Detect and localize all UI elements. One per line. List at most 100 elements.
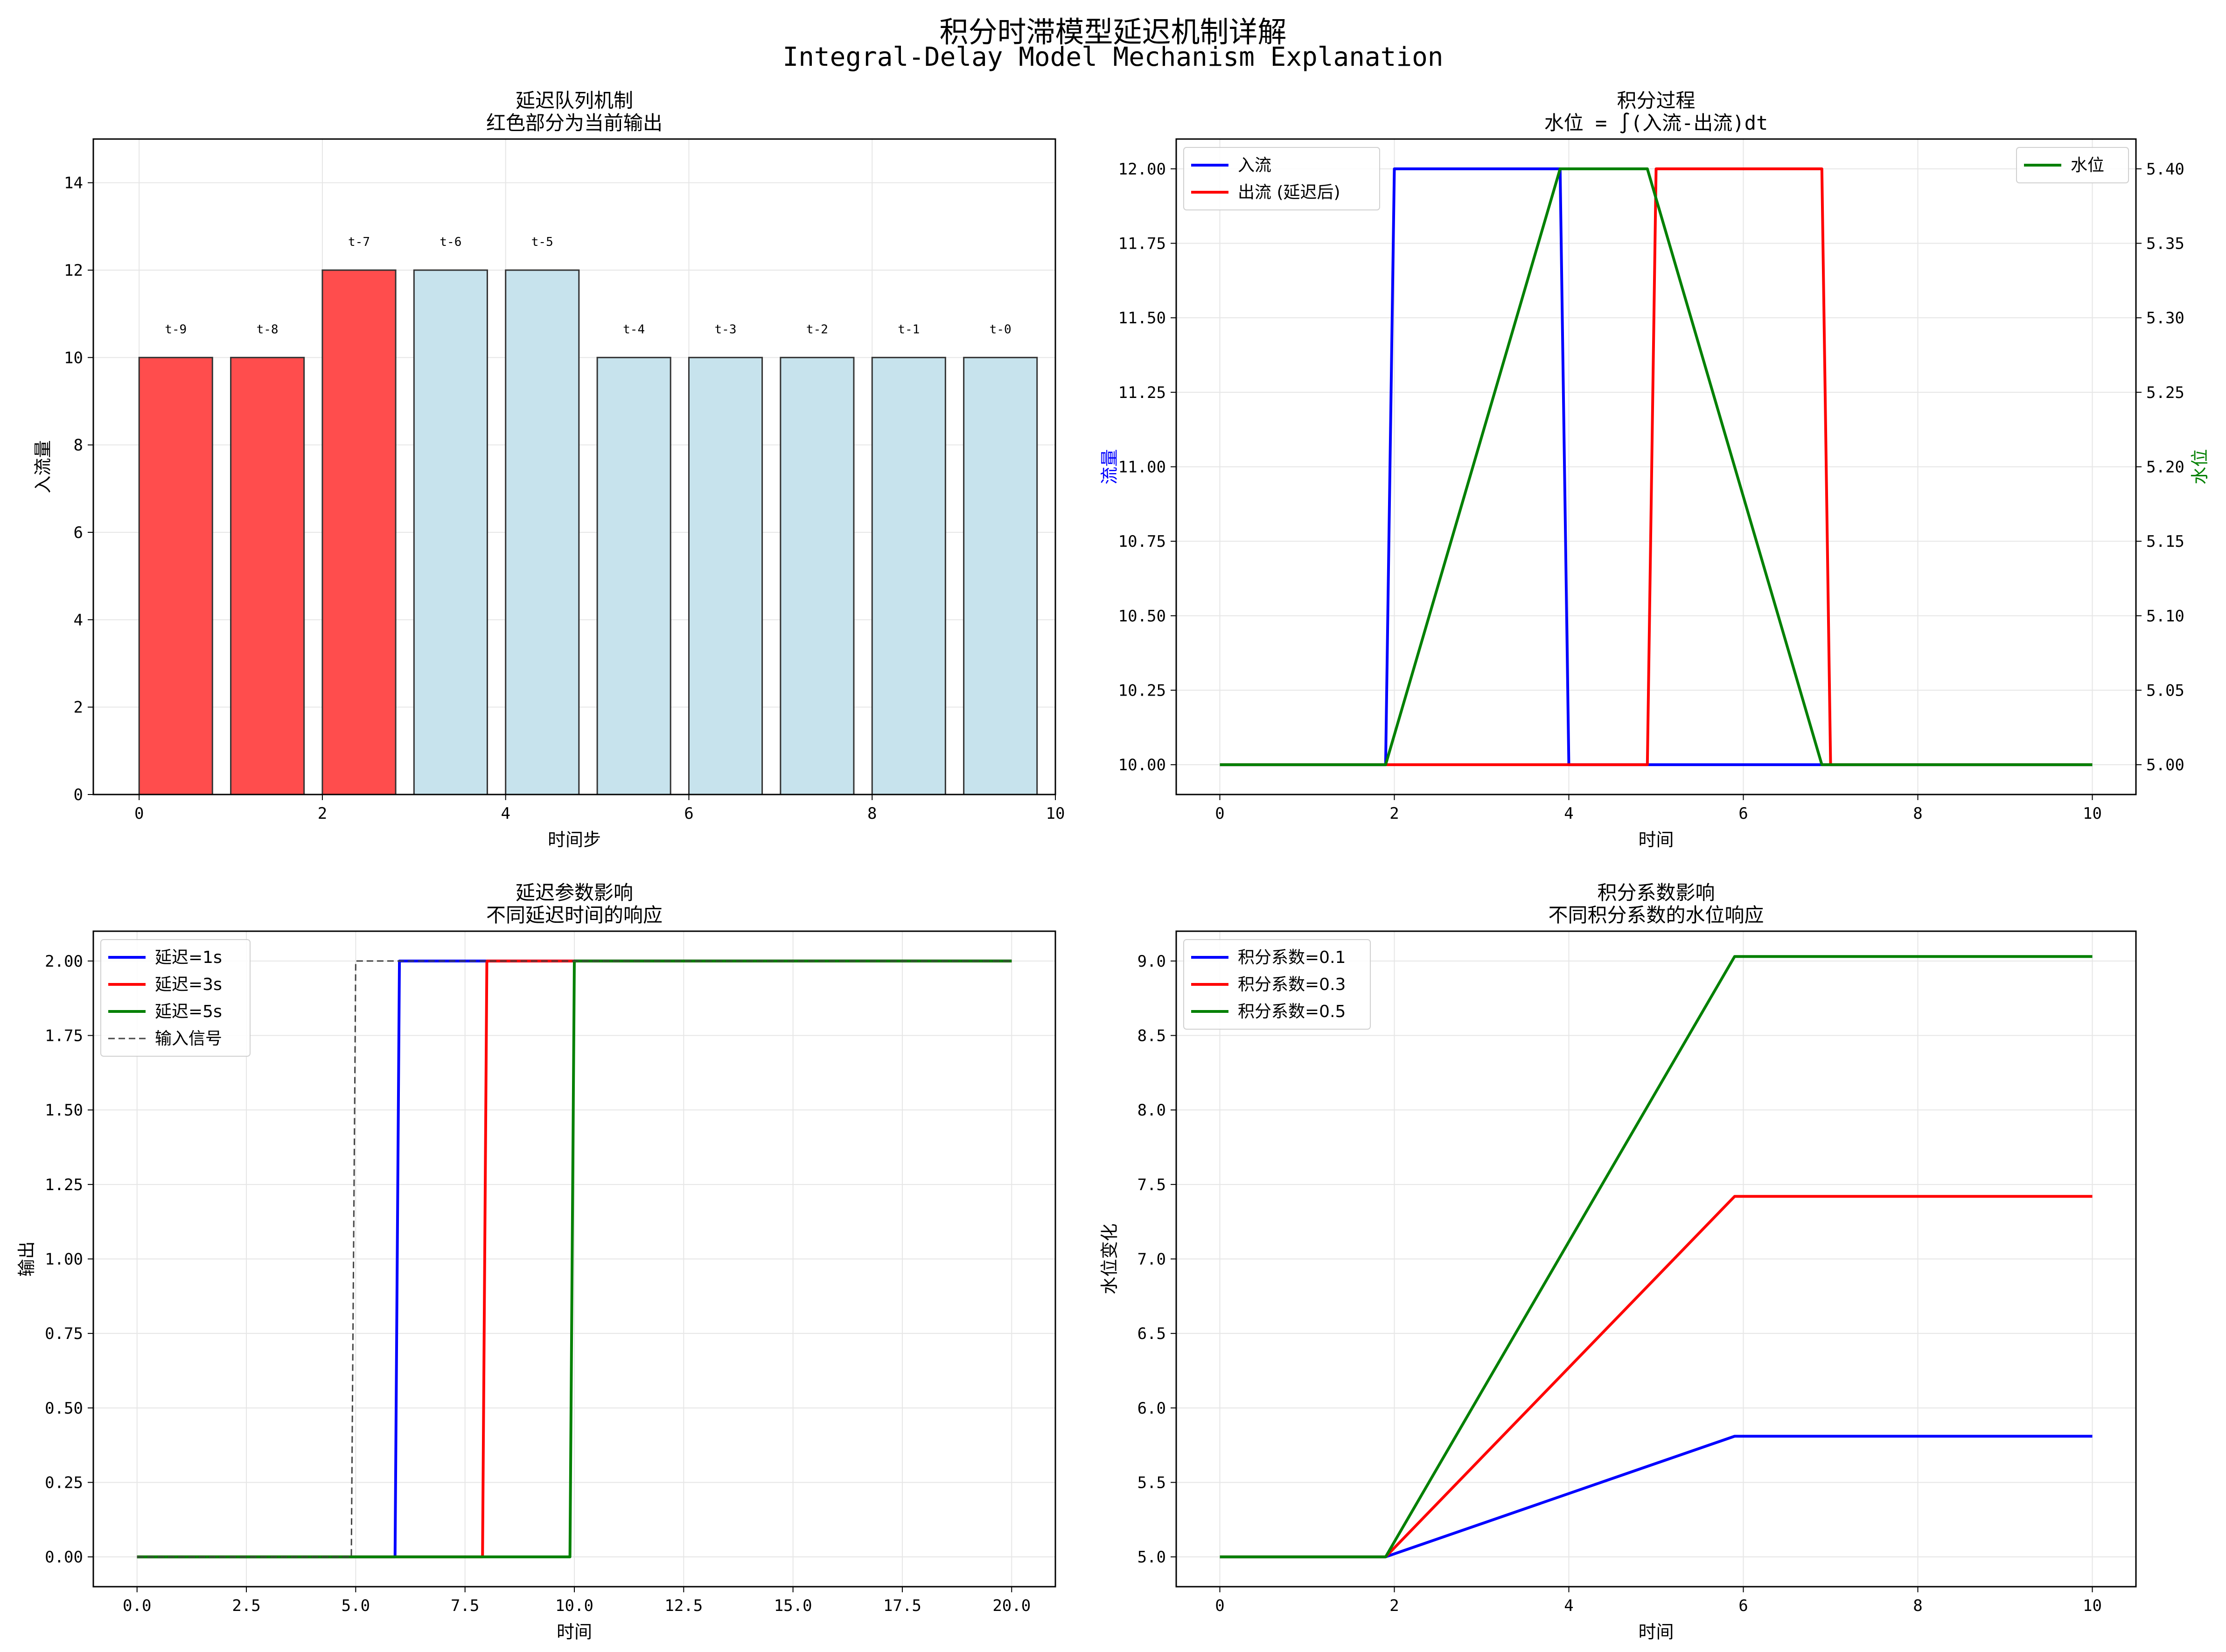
x-tick-label: 10.0	[555, 1596, 593, 1615]
y-tick-label: 5.0	[1137, 1548, 1166, 1567]
bar	[505, 269, 580, 795]
legend: 水位	[2016, 147, 2129, 183]
chart-title: 延迟参数影响	[516, 881, 633, 904]
figure-subtitle: Integral-Delay Model Mechanism Explanati…	[782, 42, 1444, 72]
plot-frame	[92, 930, 1056, 1588]
chart-title: 积分系数影响	[1597, 881, 1715, 904]
y-tick-label: 11.50	[1118, 309, 1166, 328]
chart-title: 延迟队列机制	[516, 89, 633, 112]
x-axis-label: 时间	[1638, 1622, 1674, 1642]
bar-label: t-7	[348, 235, 370, 249]
y-tick-label: 6.0	[1137, 1399, 1166, 1418]
y-tick-label: 1.75	[45, 1027, 83, 1046]
y-axis-label: 流量	[1099, 449, 1120, 484]
x-tick-label: 8	[867, 804, 877, 823]
legend-label: 出流 (延迟后)	[1238, 183, 1340, 202]
y-tick-label: 1.25	[45, 1176, 83, 1194]
legend-label: 积分系数=0.3	[1238, 975, 1346, 994]
bar-label: t-2	[806, 322, 828, 336]
x-tick-label: 4	[501, 804, 510, 823]
y-tick-label: 0.75	[45, 1324, 83, 1343]
legend-label: 积分系数=0.1	[1238, 948, 1346, 967]
plot-frame	[92, 138, 1056, 795]
x-tick-label: 12.5	[664, 1596, 703, 1615]
chart-subtitle: 不同积分系数的水位响应	[1548, 904, 1764, 927]
y-tick-label: 2	[74, 698, 83, 717]
x-axis-label: 时间	[1638, 829, 1674, 850]
y-tick-label: 11.75	[1118, 235, 1166, 253]
y-tick-label: 7.0	[1137, 1250, 1166, 1269]
x-tick-label: 2	[1389, 1596, 1399, 1615]
bar	[780, 356, 855, 795]
legend-label: 延迟=3s	[155, 975, 222, 994]
y2-tick-label: 5.30	[2146, 309, 2184, 328]
y-axis-label: 入流量	[33, 440, 53, 493]
legend-box	[100, 939, 251, 1057]
x-tick-label: 4	[1564, 1596, 1573, 1615]
plot-frame	[1175, 138, 2137, 795]
bar-label: t-8	[257, 322, 279, 336]
bar-label: t-0	[990, 322, 1012, 336]
chart-subtitle: 不同延迟时间的响应	[486, 904, 663, 927]
y-tick-label: 8.0	[1137, 1101, 1166, 1120]
legend-label: 水位	[2071, 156, 2104, 175]
x-tick-label: 2	[1389, 804, 1399, 823]
chart-subtitle: 水位 = ∫(入流-出流)dt	[1544, 112, 1768, 134]
y-tick-label: 12	[64, 261, 83, 280]
x-tick-label: 0	[1215, 1596, 1224, 1615]
y2-tick-label: 5.10	[2146, 607, 2184, 626]
series-line	[1220, 955, 2093, 1559]
x-tick-label: 6	[1738, 804, 1748, 823]
y-axis-label: 水位变化	[1099, 1223, 1120, 1294]
y-tick-label: 0.00	[45, 1548, 83, 1567]
bar	[413, 269, 488, 795]
bar-label: t-4	[623, 322, 645, 336]
x-axis-label: 时间步	[548, 829, 601, 850]
x-tick-label: 0	[134, 804, 144, 823]
legend-box	[2016, 147, 2129, 183]
x-tick-label: 17.5	[883, 1596, 921, 1615]
x-tick-label: 6	[684, 804, 693, 823]
y-axis-label: 输出	[16, 1241, 37, 1276]
bar	[321, 269, 397, 795]
bar	[963, 356, 1038, 795]
bar-label: t-3	[715, 322, 737, 336]
x-tick-label: 7.5	[451, 1596, 479, 1615]
x-tick-label: 2	[318, 804, 327, 823]
y-tick-label: 14	[64, 174, 83, 193]
legend: 积分系数=0.1 积分系数=0.3 积分系数=0.5	[1183, 939, 1371, 1030]
y-tick-label: 10.25	[1118, 681, 1166, 700]
y-tick-label: 11.25	[1118, 383, 1166, 402]
plot-frame	[1175, 930, 2137, 1588]
legend-label: 延迟=1s	[155, 948, 222, 967]
series-line	[1220, 1195, 2093, 1559]
y-tick-label: 10.50	[1118, 607, 1166, 626]
legend-box	[1183, 939, 1371, 1030]
series-line	[137, 960, 1012, 1558]
x-tick-label: 15.0	[774, 1596, 812, 1615]
y-tick-label: 1.00	[45, 1250, 83, 1269]
y-tick-label: 0.25	[45, 1473, 83, 1492]
chart-title: 积分过程	[1617, 89, 1695, 112]
x-tick-label: 20.0	[992, 1596, 1031, 1615]
x-tick-label: 4	[1564, 804, 1573, 823]
x-tick-label: 10	[2083, 804, 2102, 823]
bar-label: t-5	[531, 235, 553, 249]
x-tick-label: 6	[1738, 1596, 1748, 1615]
x-tick-label: 0	[1215, 804, 1224, 823]
legend: 延迟=1s 延迟=3s 延迟=5s 输入信号	[100, 939, 251, 1057]
x-tick-label: 5.0	[342, 1596, 370, 1615]
legend-label: 入流	[1238, 156, 1271, 175]
x-tick-label: 2.5	[232, 1596, 260, 1615]
y2-tick-label: 5.15	[2146, 532, 2184, 551]
y-tick-label: 1.50	[45, 1101, 83, 1120]
y2-tick-label: 5.00	[2146, 756, 2184, 774]
bar	[230, 356, 305, 795]
bar	[596, 356, 671, 795]
x-tick-label: 10	[1046, 804, 1065, 823]
y-tick-label: 5.5	[1137, 1473, 1166, 1492]
